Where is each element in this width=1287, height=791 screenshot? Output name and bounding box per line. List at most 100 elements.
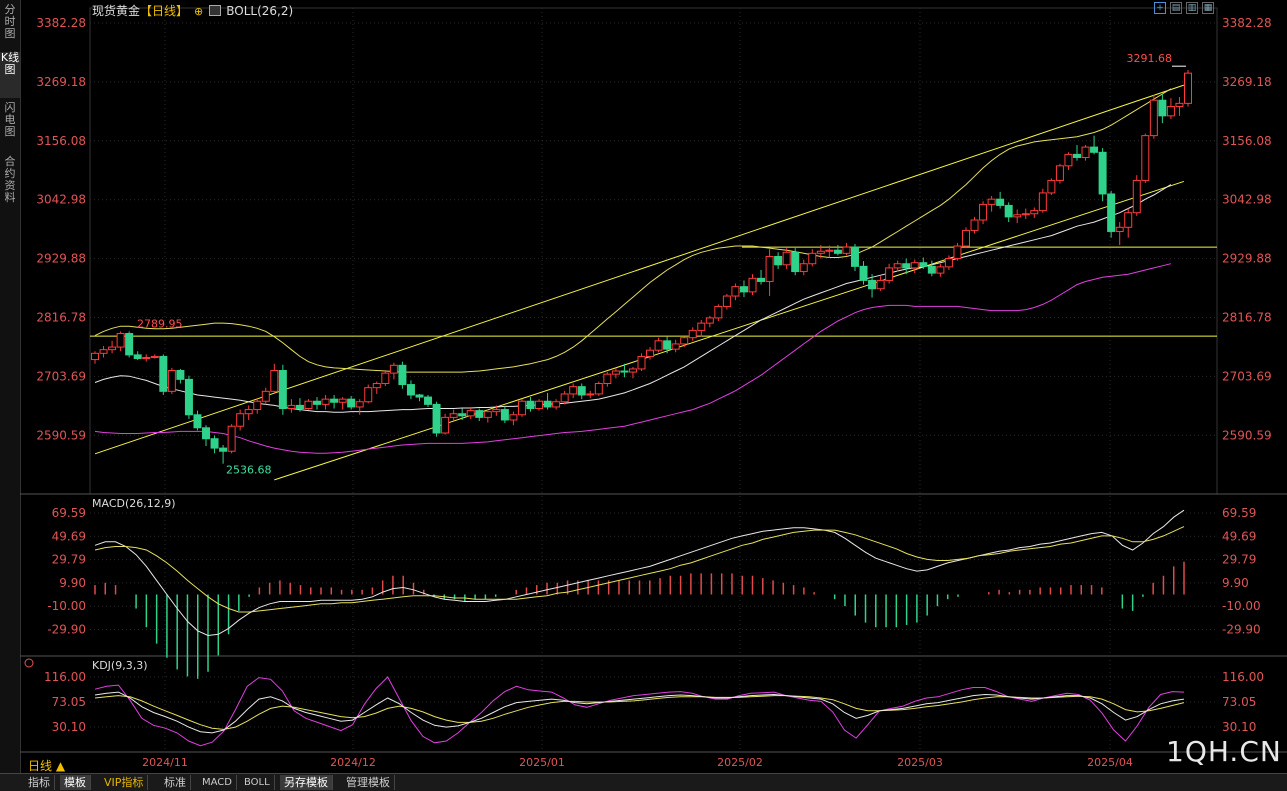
tab-standard[interactable]: 标准 xyxy=(160,775,191,790)
boll-lower-line xyxy=(94,263,1172,454)
candle-down xyxy=(1090,146,1099,153)
low-price-label: 2536.68 xyxy=(226,463,272,476)
candle-down xyxy=(202,427,211,440)
kdj-j-line xyxy=(94,676,1185,747)
candle-up xyxy=(1124,212,1133,228)
x-tick-label: 2025/03 xyxy=(897,756,943,769)
candle-up xyxy=(885,267,894,281)
candle-down xyxy=(406,384,415,396)
x-tick-label: 2024/11 xyxy=(142,756,188,769)
candle-up xyxy=(389,364,398,374)
candle-down xyxy=(278,370,287,410)
macd-y-tick-right: -29.90 xyxy=(1222,622,1261,636)
candle-up xyxy=(987,198,996,205)
crosshair-icon[interactable]: + xyxy=(1154,2,1166,14)
candle-down xyxy=(176,370,185,380)
candle-up xyxy=(1038,192,1047,212)
candle-up xyxy=(594,383,603,395)
candle-down xyxy=(996,198,1005,206)
period-label: 【日线】 xyxy=(140,4,189,18)
y-tick-label-left: 3156.08 xyxy=(36,134,86,148)
candle-up xyxy=(108,346,117,351)
candle-down xyxy=(295,404,304,410)
candle-up xyxy=(236,413,245,427)
candle-up xyxy=(492,409,501,413)
kdj-y-tick-left: 30.10 xyxy=(52,720,86,734)
candle-up xyxy=(244,409,253,415)
macd-dea-line xyxy=(94,526,1185,613)
x-tick-label: 2025/04 xyxy=(1087,756,1133,769)
y-tick-label-left: 2929.88 xyxy=(36,252,86,266)
zoom-in-icon[interactable]: ▦ xyxy=(1202,2,1214,14)
candle-up xyxy=(628,368,637,373)
y-tick-label-left: 3382.28 xyxy=(36,16,86,30)
kdj-y-tick-left: 73.05 xyxy=(52,695,86,709)
candle-up xyxy=(116,333,125,348)
candle-up xyxy=(1064,153,1073,167)
instrument-name: 现货黄金 xyxy=(92,4,141,18)
candle-down xyxy=(620,370,629,373)
tab-save-template[interactable]: 另存模板 xyxy=(280,775,333,790)
period-selector-button[interactable]: 日线 ▲ xyxy=(28,759,66,773)
macd-y-tick-left: 29.79 xyxy=(52,553,86,567)
candle-up xyxy=(748,277,757,293)
candle-up xyxy=(671,343,680,350)
candle-up xyxy=(825,249,834,252)
candle-down xyxy=(1098,151,1107,195)
macd-y-tick-left: 9.90 xyxy=(59,576,86,590)
macd-y-tick-right: 69.59 xyxy=(1222,506,1256,520)
candle-down xyxy=(219,447,228,452)
candle-up xyxy=(731,286,740,297)
settings-icon[interactable]: ⊕ xyxy=(194,5,204,18)
y-tick-label-right: 2929.88 xyxy=(1222,252,1272,266)
candle-up xyxy=(304,400,313,410)
candle-up xyxy=(637,355,646,370)
kdj-y-tick-right: 30.10 xyxy=(1222,720,1256,734)
tab-boll[interactable]: BOLL xyxy=(240,775,275,790)
candle-down xyxy=(133,354,142,360)
chart-title-bar: 现货黄金【日线】 ⊕ BOLL(26,2) xyxy=(92,2,293,19)
candle-up xyxy=(586,393,595,396)
tab-templates[interactable]: 模板 xyxy=(60,775,91,790)
candle-up xyxy=(1081,146,1090,159)
candle-up xyxy=(167,370,176,392)
candle-up xyxy=(646,349,655,357)
indicator-icon[interactable] xyxy=(209,5,222,16)
y-tick-label-left: 3269.18 xyxy=(36,75,86,89)
candle-down xyxy=(526,400,535,410)
layout-icon[interactable]: ▤ xyxy=(1170,2,1182,14)
candle-up xyxy=(705,317,714,324)
tab-indicators[interactable]: 指标 xyxy=(24,775,55,790)
candle-up xyxy=(509,414,518,421)
high-price-label: 2789.95 xyxy=(137,317,183,330)
candle-up xyxy=(227,425,236,452)
rail-tab-kline[interactable]: K线图 xyxy=(0,52,20,98)
rail-tab-flash[interactable]: 闪电图 xyxy=(4,101,16,138)
tab-manage-templates[interactable]: 管理模板 xyxy=(342,775,395,790)
candle-up xyxy=(953,245,962,260)
candle-up xyxy=(449,413,458,418)
tab-macd[interactable]: MACD xyxy=(198,775,237,790)
candle-up xyxy=(261,390,270,402)
candle-down xyxy=(125,333,134,356)
candle-up xyxy=(697,322,706,331)
x-tick-label: 2025/01 xyxy=(519,756,565,769)
y-tick-label-left: 3042.98 xyxy=(36,193,86,207)
candle-up xyxy=(552,401,561,408)
candle-down xyxy=(774,255,783,266)
candle-down xyxy=(739,286,748,293)
tab-vip-indicators[interactable]: VIP指标 xyxy=(100,775,149,790)
rail-tab-intraday[interactable]: 分时图 xyxy=(4,3,16,40)
zoom-out-icon[interactable]: ▥ xyxy=(1186,2,1198,14)
candle-up xyxy=(1166,105,1175,117)
candle-up xyxy=(816,250,825,254)
candle-up xyxy=(99,349,108,354)
candle-up xyxy=(91,352,99,361)
rail-tab-contract-info[interactable]: 合约资料 xyxy=(4,155,16,204)
candle-down xyxy=(313,400,322,405)
candle-down xyxy=(868,279,877,290)
candle-up xyxy=(381,372,390,385)
candle-up xyxy=(603,373,612,385)
candle-up xyxy=(680,337,689,345)
